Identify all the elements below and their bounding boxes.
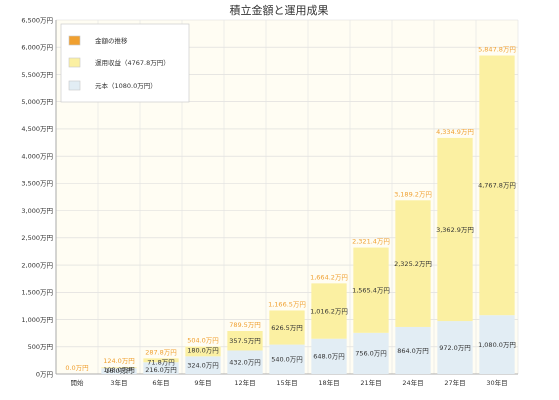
legend-label-total: 金額の推移 [95,36,128,45]
bar-return [479,55,515,316]
bar-return [353,247,389,333]
y-tick-label: 3,000万円 [21,207,53,215]
data-label-total: 504.0万円 [187,337,219,345]
data-label-return: 1,565.4万円 [352,287,390,295]
data-label-principal: 540.0万円 [271,356,303,364]
x-tick-label: 6年目 [152,378,169,387]
bar-return [395,200,431,327]
data-label-return: 16.0万円 [105,367,132,375]
y-tick-label: 1,000万円 [21,316,53,324]
legend-swatch-total [68,35,81,46]
x-tick-label: 15年目 [276,378,297,387]
x-tick-label: 18年目 [318,378,339,387]
data-label-principal: 324.0万円 [187,361,219,369]
data-label-principal: 972.0万円 [439,344,471,352]
bar-principal [143,362,179,374]
data-label-principal: 108.0万円 [103,366,135,374]
data-label-return: 4,767.8万円 [478,182,516,190]
legend-swatch-principal [68,80,81,91]
x-axis: 開始 3年目 6年目 9年目 12年目 15年目 18年目 21年目 24年目 27年目 30年目 [71,378,508,387]
data-label-total: 1,664.2万円 [310,273,348,281]
x-tick-label: 30年目 [486,378,507,387]
bar-principal [101,368,137,374]
data-label-total: 0.0万円 [65,364,88,372]
bar-principal [311,338,347,374]
data-label-principal: 864.0万円 [397,347,429,355]
y-tick-label: 4,500万円 [21,125,53,133]
bar-return [311,283,347,339]
legend-box [60,23,190,103]
x-tick-label: 9年目 [194,378,211,387]
data-label-return: 180.0万円 [187,347,219,355]
y-tick-label: 3,500万円 [21,180,53,188]
y-tick-label: 1,500万円 [21,289,53,297]
data-label-principal: 756.0万円 [355,350,387,358]
data-label-total: 2,321.4万円 [352,238,390,246]
data-label-principal: 1,080.0万円 [478,341,516,349]
data-label-total: 287.8万円 [145,348,177,356]
data-label-return: 1,016.2万円 [310,307,348,315]
bar-principal [269,344,305,374]
data-label-return: 3,362.9万円 [436,226,474,234]
legend: 金額の推移 運用収益（4767.8万円） 元本（1080.0万円） [60,23,190,103]
bar-return [269,310,305,345]
data-label-total: 5,847.8万円 [478,46,516,54]
chart-title: 積立金額と運用成果 [230,3,329,17]
data-label-total: 789.5万円 [229,321,261,329]
data-label-total: 4,334.9万円 [436,128,474,136]
x-tick-label: 開始 [71,378,85,387]
bar-return [227,331,263,351]
y-tick-label: 2,500万円 [21,234,53,242]
bar-principal [227,350,263,374]
data-label-total: 1,166.5万円 [268,300,306,308]
data-label-return: 357.5万円 [229,337,261,345]
bar-return [185,346,221,357]
x-tick-label: 21年目 [360,378,381,387]
y-tick-label: 2,000万円 [21,261,53,269]
bar-principal [479,315,515,374]
data-label-return: 626.5万円 [271,324,303,332]
y-tick-label: 0万円 [36,370,53,378]
bar-return [101,367,137,369]
x-tick-label: 27年目 [444,378,465,387]
y-tick-label: 5,500万円 [21,71,53,79]
x-tick-label: 3年目 [110,378,127,387]
legend-label-principal: 元本（1080.0万円） [95,81,157,90]
y-tick-label: 500万円 [28,343,53,351]
y-tick-label: 6,500万円 [21,16,53,24]
data-label-total: 3,189.2万円 [394,190,432,198]
legend-swatch-return [68,57,81,68]
legend-label-return: 運用収益（4767.8万円） [95,58,170,67]
x-tick-label: 12年目 [234,378,255,387]
x-tick-label: 24年目 [402,378,423,387]
y-tick-label: 6,000万円 [21,44,53,52]
data-label-principal: 648.0万円 [313,353,345,361]
y-tick-label: 5,000万円 [21,98,53,106]
data-label-total: 124.0万円 [103,357,135,365]
bar-principal [437,321,473,374]
y-tick-label: 4,000万円 [21,152,53,160]
data-label-return: 71.8万円 [147,358,174,366]
bar-return [143,358,179,363]
y-axis: 0万円 500万円 1,000万円 1,500万円 2,000万円 2,500万円 3,00… [21,16,53,378]
bar-principal [353,332,389,374]
data-label-return: 2,325.2万円 [394,260,432,268]
bar-principal [185,356,221,374]
data-label-principal: 432.0万円 [229,359,261,367]
data-label-principal: 216.0万円 [145,366,177,374]
bar-return [437,137,473,322]
bar-principal [395,326,431,374]
